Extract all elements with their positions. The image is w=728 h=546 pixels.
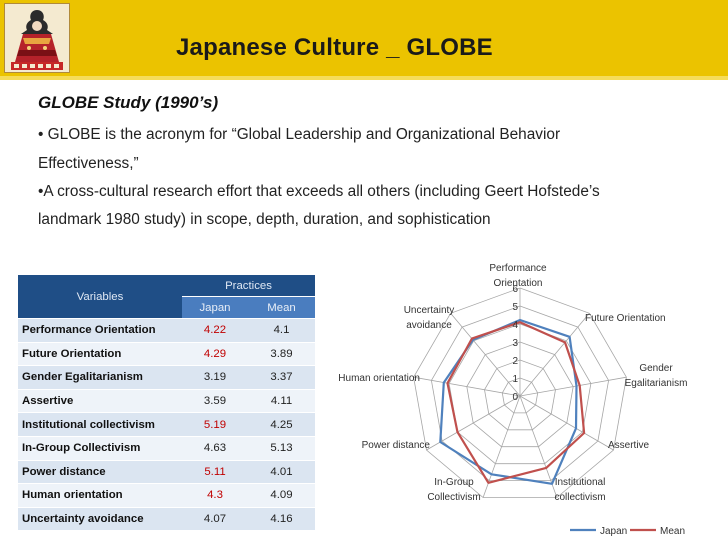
japan-value: 4.63: [182, 436, 248, 461]
legend-label: Japan: [600, 526, 627, 537]
table-row: Institutional collectivism 5.19 4.25: [18, 412, 315, 437]
japan-value: 4.29: [182, 342, 248, 367]
bullet-text: landmark 1980 study) in scope, depth, du…: [38, 211, 491, 228]
axis-spoke: [519, 395, 558, 498]
globe-practices-table: Variables Practices Japan Mean Performan…: [18, 275, 315, 532]
table-row: In-Group Collectivism 4.63 5.13: [18, 436, 315, 461]
logo: [4, 3, 70, 73]
bullet-text: • GLOBE is the acronym for “Global Leade…: [38, 126, 561, 143]
mean-value: 4.16: [248, 507, 315, 532]
japan-value: 4.3: [182, 483, 248, 508]
slide-title: Japanese Culture _ GLOBE: [176, 34, 493, 61]
tick-label: 2: [512, 356, 518, 367]
axis-label: In-Group: [434, 477, 474, 488]
variable-name: Human orientation: [18, 483, 182, 508]
mean-value: 5.13: [248, 436, 315, 461]
japan-value: 4.07: [182, 507, 248, 532]
tick-label: 4: [512, 320, 518, 331]
variable-name: In-Group Collectivism: [18, 436, 182, 461]
radar-chart: 0 1 2 3 4 5 6 Performance Orientation Future Orie…: [338, 263, 688, 537]
axis-label: Gender: [639, 363, 673, 374]
legend-label: Mean: [660, 526, 685, 537]
mean-value: 4.25: [248, 412, 315, 437]
mean-value: 3.37: [248, 365, 315, 390]
axis-label: Orientation: [494, 278, 543, 289]
axis-label: avoidance: [406, 320, 452, 331]
bullet-text: Effectiveness,”: [38, 155, 139, 172]
axis-spoke: [426, 395, 521, 451]
variable-name: Performance Orientation: [18, 318, 182, 343]
tick-label: 6: [512, 284, 518, 295]
mean-value: 4.11: [248, 389, 315, 414]
axis-label: Assertive: [608, 440, 650, 451]
axis-label: Future Orientation: [585, 313, 666, 324]
table-row: Power distance 5.11 4.01: [18, 460, 315, 485]
mean-value: 4.1: [248, 318, 315, 343]
variable-name: Assertive: [18, 389, 182, 414]
axis-spoke: [519, 313, 590, 397]
japan-value: 3.59: [182, 389, 248, 414]
axis-label: Performance: [489, 263, 547, 274]
tick-label: 0: [512, 392, 518, 403]
title-bar: [0, 0, 728, 76]
grid-ring: [430, 305, 610, 482]
table-row: Gender Egalitarianism 3.19 3.37: [18, 365, 315, 390]
axis-label: Institutional: [555, 477, 606, 488]
axis-spoke: [450, 313, 521, 397]
axis-spoke: [482, 395, 521, 498]
variable-name: Gender Egalitarianism: [18, 365, 182, 390]
axis-label: Egalitarianism: [625, 378, 688, 389]
grid-ring: [484, 359, 556, 431]
grid-ring: [466, 341, 574, 448]
table-row: Future Orientation 4.29 3.89: [18, 342, 315, 367]
japan-value: 5.11: [182, 460, 248, 485]
practices-header: Practices: [182, 275, 315, 297]
mean-value: 3.89: [248, 342, 315, 367]
variables-header: Variables: [18, 275, 182, 319]
axis-spoke: [413, 376, 521, 397]
axis-label: Collectivism: [427, 492, 480, 503]
japan-value: 5.19: [182, 412, 248, 437]
title-bar-underline: [0, 76, 728, 80]
tick-label: 5: [512, 302, 518, 313]
bullet-text: •A cross-cultural research effort that e…: [38, 183, 600, 200]
japan-column-header: Japan: [182, 296, 248, 319]
series-line-mean: [446, 321, 586, 484]
axis-spoke: [519, 376, 627, 397]
grid-ring: [501, 377, 539, 414]
table-row: Human orientation 4.3 4.09: [18, 483, 315, 508]
axis-label: Human orientation: [338, 373, 420, 384]
japan-value: 4.22: [182, 318, 248, 343]
table-row: Uncertainty avoidance 4.07 4.16: [18, 507, 315, 532]
variable-name: Uncertainty avoidance: [18, 507, 182, 532]
mean-column-header: Mean: [248, 296, 315, 319]
tick-label: 1: [512, 374, 518, 385]
axis-label: collectivism: [554, 492, 605, 503]
variable-name: Future Orientation: [18, 342, 182, 367]
japan-value: 3.19: [182, 365, 248, 390]
grid-ring: [413, 287, 627, 498]
table-row: Assertive 3.59 4.11: [18, 389, 315, 414]
grid-ring: [448, 323, 592, 465]
section-subtitle: GLOBE Study (1990’s): [38, 93, 219, 112]
table-row: Performance Orientation 4.22 4.1: [18, 318, 315, 343]
axis-label: Uncertainty: [404, 305, 455, 316]
tick-label: 3: [512, 338, 518, 349]
axis-spoke: [519, 395, 614, 451]
axis-label: Power distance: [362, 440, 431, 451]
mean-value: 4.01: [248, 460, 315, 485]
variable-name: Institutional collectivism: [18, 412, 182, 437]
mean-value: 4.09: [248, 483, 315, 508]
variable-name: Power distance: [18, 460, 182, 485]
